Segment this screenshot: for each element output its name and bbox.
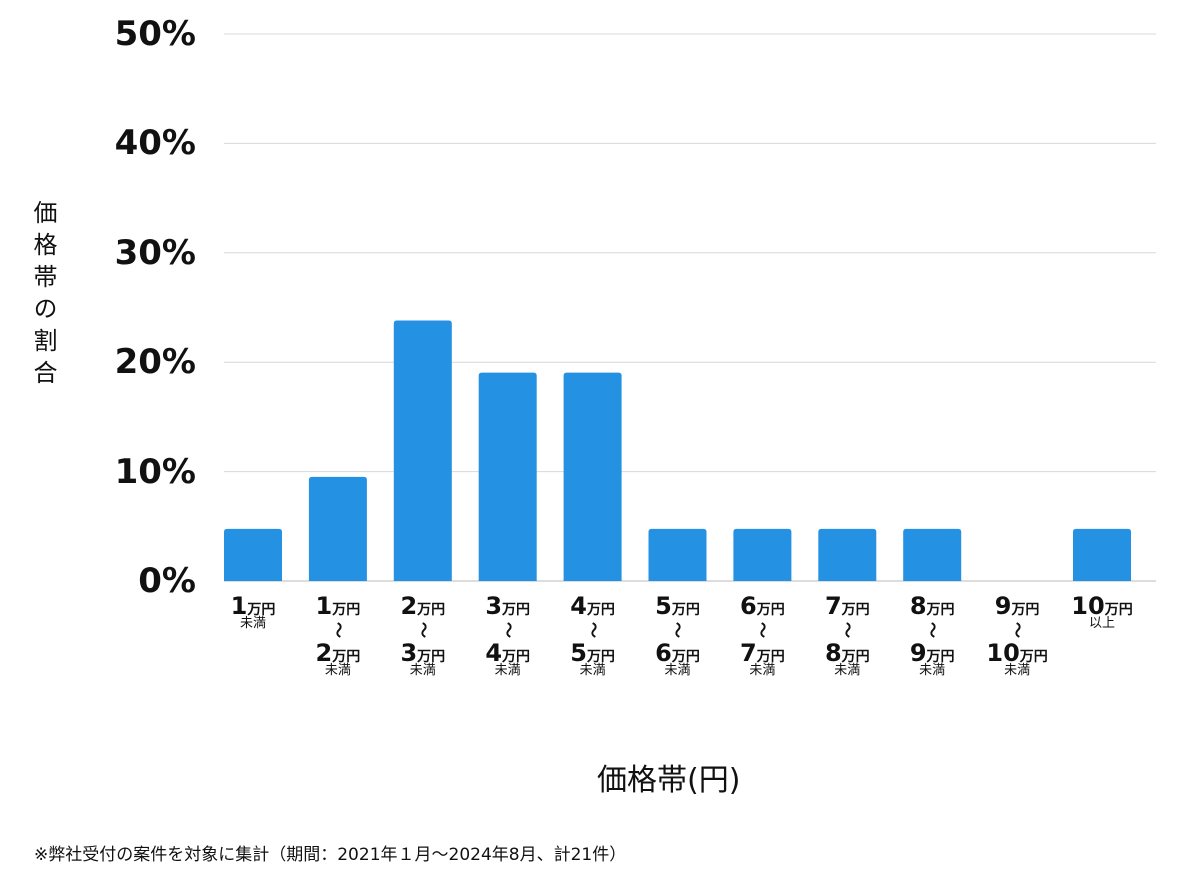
x-tick-label: 4万円〜 5万円 未満 bbox=[551, 594, 635, 677]
to-amount: 6 bbox=[655, 639, 672, 667]
y-tick-label: 0% bbox=[138, 561, 196, 601]
range-suffix: 以上 bbox=[1088, 616, 1115, 631]
to-amount: 4 bbox=[485, 639, 503, 667]
from-unit: 万円 bbox=[417, 602, 446, 618]
range-mark: 〜 bbox=[328, 621, 348, 639]
x-tick-label: 1万円 未満 bbox=[211, 594, 295, 630]
to-amount: 2 bbox=[315, 639, 333, 667]
range-mark: 〜 bbox=[668, 621, 688, 639]
from-unit: 万円 bbox=[1104, 602, 1133, 618]
from-unit: 万円 bbox=[926, 602, 955, 618]
range-suffix: 未満 bbox=[1004, 663, 1031, 678]
x-axis-label: 価格帯(円) bbox=[597, 763, 741, 798]
bar bbox=[224, 528, 282, 581]
range-suffix: 未満 bbox=[324, 663, 351, 678]
to-amount: 3 bbox=[400, 639, 418, 667]
y-tick-label: 20% bbox=[114, 342, 196, 383]
from-amount: 4 bbox=[570, 592, 587, 620]
from-unit: 万円 bbox=[756, 602, 785, 618]
bar bbox=[478, 372, 537, 581]
to-amount: 9 bbox=[909, 639, 927, 667]
from-amount: 10 bbox=[1071, 592, 1105, 620]
to-unit: 万円 bbox=[332, 649, 361, 665]
bar bbox=[308, 476, 367, 581]
x-tick-label: 6万円〜 7万円 未満 bbox=[720, 594, 804, 677]
x-tick-label: 2万円〜 3万円 未満 bbox=[381, 594, 465, 677]
from-unit: 万円 bbox=[671, 602, 700, 618]
from-amount: 7 bbox=[824, 592, 842, 620]
from-amount: 9 bbox=[994, 592, 1012, 620]
bar bbox=[648, 528, 707, 581]
from-amount: 6 bbox=[740, 592, 757, 620]
from-amount: 5 bbox=[655, 592, 672, 620]
range-suffix: 未満 bbox=[749, 663, 776, 678]
footnote: ※弊社受付の案件を対象に集計（期間：2021年１月〜2024年8月、計21件） bbox=[34, 845, 627, 865]
from-unit: 万円 bbox=[502, 602, 531, 618]
range-mark: 〜 bbox=[413, 621, 433, 639]
bar bbox=[903, 528, 962, 581]
to-amount: 10 bbox=[986, 639, 1020, 667]
to-unit: 万円 bbox=[586, 649, 615, 665]
range-mark: 〜 bbox=[1008, 621, 1028, 639]
from-unit: 万円 bbox=[247, 602, 276, 618]
to-unit: 万円 bbox=[671, 649, 700, 665]
to-unit: 万円 bbox=[841, 649, 870, 665]
from-amount: 8 bbox=[909, 592, 927, 620]
range-mark: 〜 bbox=[583, 621, 603, 639]
range-suffix: 未満 bbox=[834, 663, 861, 678]
bar bbox=[818, 528, 877, 581]
from-amount: 1 bbox=[315, 592, 333, 620]
x-tick-label: 7万円〜 8万円 未満 bbox=[805, 594, 889, 677]
range-suffix: 未満 bbox=[239, 616, 266, 631]
to-amount: 8 bbox=[824, 639, 842, 667]
range-mark: 〜 bbox=[838, 621, 858, 639]
x-tick-label: 9万円〜 10万円 未満 bbox=[975, 594, 1059, 677]
x-tick-label: 3万円〜 4万円 未満 bbox=[466, 594, 550, 677]
bar bbox=[563, 372, 622, 581]
to-unit: 万円 bbox=[926, 649, 955, 665]
from-unit: 万円 bbox=[841, 602, 870, 618]
range-mark: 〜 bbox=[923, 621, 943, 639]
from-unit: 万円 bbox=[586, 602, 615, 618]
y-tick-label: 30% bbox=[114, 232, 196, 273]
x-tick-label: 10万円 以上 bbox=[1060, 594, 1144, 630]
from-unit: 万円 bbox=[1011, 602, 1040, 618]
to-unit: 万円 bbox=[756, 649, 785, 665]
range-mark: 〜 bbox=[753, 621, 773, 639]
from-amount: 2 bbox=[400, 592, 418, 620]
from-amount: 1 bbox=[230, 592, 248, 620]
to-unit: 万円 bbox=[1019, 649, 1048, 665]
x-tick-label: 8万円〜 9万円 未満 bbox=[890, 594, 974, 677]
y-tick-label: 10% bbox=[114, 451, 196, 492]
bar bbox=[1073, 528, 1131, 581]
bar bbox=[733, 528, 792, 581]
y-tick-label: 50% bbox=[114, 14, 196, 54]
to-unit: 万円 bbox=[502, 649, 531, 665]
bar bbox=[393, 320, 452, 581]
range-suffix: 未満 bbox=[664, 663, 691, 678]
range-suffix: 未満 bbox=[409, 663, 436, 678]
range-suffix: 未満 bbox=[579, 663, 606, 678]
range-suffix: 未満 bbox=[494, 663, 521, 678]
range-suffix: 未満 bbox=[919, 663, 946, 678]
to-amount: 5 bbox=[570, 639, 587, 667]
y-tick-label: 40% bbox=[114, 123, 196, 164]
to-amount: 7 bbox=[740, 639, 757, 667]
range-mark: 〜 bbox=[498, 621, 518, 639]
y-axis-label: 価格帯の割合 bbox=[29, 200, 57, 392]
from-unit: 万円 bbox=[332, 602, 361, 618]
x-tick-label: 1万円〜 2万円 未満 bbox=[296, 594, 380, 677]
to-unit: 万円 bbox=[417, 649, 446, 665]
from-amount: 3 bbox=[485, 592, 503, 620]
x-tick-label: 5万円〜 6万円 未満 bbox=[636, 594, 720, 677]
